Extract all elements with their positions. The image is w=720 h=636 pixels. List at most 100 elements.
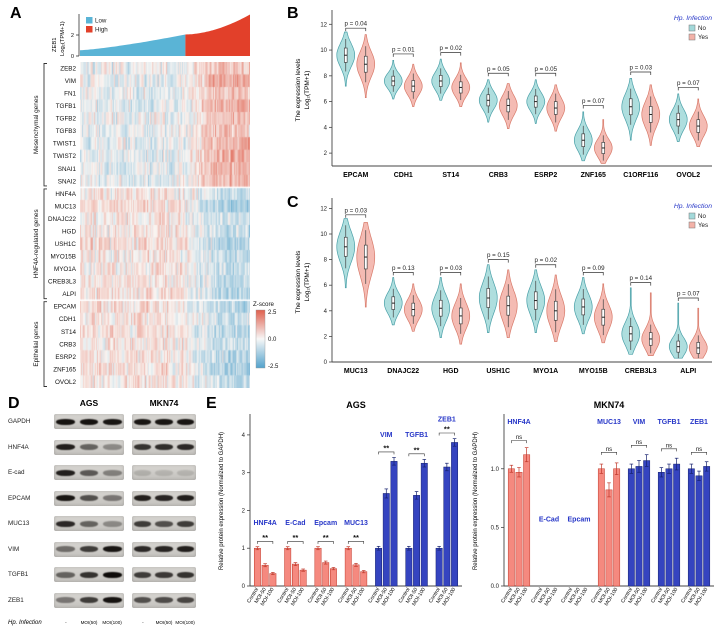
bar-E-Cad-Control <box>284 547 292 587</box>
pvalue-ALPI: p = 0.07 <box>677 291 700 298</box>
pvalue-MUC13: p = 0.03 <box>344 207 367 214</box>
sig-bracket-E-Cad <box>287 541 304 544</box>
sig-bracket-TGFB1 <box>661 448 677 452</box>
blot-band-GAPDH <box>176 418 194 425</box>
sig-bracket-HNF4A <box>257 541 274 544</box>
legend-label-Yes: Yes <box>698 34 708 41</box>
group-bracket <box>43 301 47 387</box>
pvalue-bracket-USH1C <box>487 259 509 263</box>
sig-HNF4A: ns <box>516 435 522 441</box>
blot-band-GAPDH <box>134 418 152 425</box>
zeb1-axis-label-2: Log₂(TPM+1) <box>60 21 66 56</box>
sig-MUC13: ** <box>353 533 359 542</box>
pvalue-bracket-C1ORF116 <box>630 71 652 75</box>
blot-band-EPCAM <box>155 495 173 501</box>
pvalue-HGD: p = 0.03 <box>439 265 462 272</box>
zeb1-low-area <box>80 34 186 56</box>
y-axis-label-2: Log₂(TPM+1) <box>304 71 311 110</box>
gene-row-label-ST14: ST14 <box>61 329 77 336</box>
bar-MUC13-MOI-100 <box>613 468 621 587</box>
panel-e-mkn74-chart: MKN74 0.0 0.5 1.0 Relative protein expressio… <box>473 400 714 607</box>
bar-VIM-MOI-50 <box>635 466 643 587</box>
bar-E-Cad-MOI-100 <box>299 569 307 587</box>
zscore-title: Z-score <box>253 301 275 308</box>
chart-title-AGS: AGS <box>346 400 366 410</box>
sig-bracket-VIM <box>378 451 395 455</box>
sig-bracket-Epcam <box>317 541 334 544</box>
y-tick-label: 4 <box>324 309 328 315</box>
blot-band-TGFB1 <box>155 571 173 578</box>
gene-row-label-HGD: HGD <box>62 228 76 235</box>
blot-band-ZEB1 <box>155 597 173 603</box>
pvalue-ST14: p = 0.02 <box>439 45 462 52</box>
blot-band-ZEB1 <box>79 597 99 603</box>
bar-MUC13-MOI-50 <box>352 564 360 587</box>
legend-swatch-No <box>688 212 696 220</box>
pvalue-MYO15B: p = 0.09 <box>582 265 605 272</box>
blot-EPCAM-ags <box>54 490 124 506</box>
pvalue-bracket-CREB3L3 <box>630 282 652 286</box>
y-axis-label-2: Log₂(TPM+1) <box>304 263 311 302</box>
bar-TGFB1-MOI-50 <box>413 495 421 587</box>
bar-VIM-MOI-50 <box>382 493 390 587</box>
y-tick-label: 4 <box>242 433 246 439</box>
blot-band-HNF4A <box>79 444 99 450</box>
y-tick-label: 0 <box>324 360 328 366</box>
blot-GAPDH-mkn74 <box>132 414 196 429</box>
legend-title: Hp. Infection <box>674 203 712 210</box>
zeb1-legend-swatch-High <box>86 26 93 33</box>
gene-row-label-HNF4A: HNF4A <box>55 191 76 198</box>
blot-band-GAPDH <box>155 418 173 425</box>
blot-band-ZEB1 <box>56 597 76 603</box>
panel-c-label: C <box>287 194 299 211</box>
gene-tick-EPCAM: EPCAM <box>343 172 368 179</box>
blot-band-ZEB1 <box>134 597 152 603</box>
gene-tick-CDH1: CDH1 <box>394 172 413 179</box>
zeb1-tick-label: 2 <box>71 33 74 39</box>
bar-VIM-Control <box>627 468 635 587</box>
pvalue-C1ORF116: p = 0.03 <box>629 64 652 71</box>
gene-row-label-OVOL2: OVOL2 <box>55 379 76 386</box>
blot-band-E-cad <box>79 469 99 476</box>
bar-MUC13-MOI-50 <box>605 489 613 587</box>
bar-Epcam-MOI-100 <box>330 568 337 587</box>
protein-label-TGFB1: TGFB1 <box>8 571 29 578</box>
pvalue-bracket-CRB3 <box>487 72 509 77</box>
blot-HNF4A-mkn74 <box>132 439 196 455</box>
blot-band-VIM <box>155 546 173 552</box>
blot-band-GAPDH <box>56 418 76 425</box>
blot-band-HNF4A <box>155 444 173 450</box>
sig-HNF4A: ** <box>262 533 268 542</box>
blot-band-EPCAM <box>79 495 99 501</box>
y-tick-label: 2 <box>324 151 328 157</box>
blot-band-TGFB1 <box>134 571 152 578</box>
y-tick-label: 0 <box>242 584 246 590</box>
blot-band-EPCAM <box>56 495 76 501</box>
gene-row-label-CDH1: CDH1 <box>59 316 77 323</box>
bar-HNF4A-Control <box>507 468 515 587</box>
y-tick-label: 12 <box>320 206 327 212</box>
pvalue-EPCAM: p = 0.04 <box>344 21 367 28</box>
gene-label-VIM: VIM <box>633 419 646 426</box>
bar-MUC13-MOI-100 <box>360 571 368 587</box>
gene-tick-MYO15B: MYO15B <box>579 368 608 375</box>
gene-label-Epcam: Epcam <box>314 520 337 527</box>
pvalue-bracket-MYO15B <box>582 272 604 276</box>
group-label: Mesenchymal genes <box>33 95 40 154</box>
pvalue-CRB3: p = 0.05 <box>487 66 510 73</box>
bar-TGFB1-MOI-100 <box>673 463 681 587</box>
protein-label-E-cad: E-cad <box>8 469 25 476</box>
gene-label-E-Cad: E-Cad <box>539 517 559 524</box>
gene-row-label-ESRP2: ESRP2 <box>55 354 76 361</box>
sig-bracket-ZEB1 <box>438 432 455 436</box>
pvalue-bracket-DNAJC22 <box>392 272 414 276</box>
protein-label-ZEB1: ZEB1 <box>8 596 24 604</box>
blot-band-E-cad <box>176 469 194 476</box>
y-tick-label: 1 <box>242 546 246 552</box>
group-bracket <box>43 63 47 187</box>
gene-label-E-Cad: E-Cad <box>285 520 305 527</box>
y-tick-label: 10 <box>320 232 327 238</box>
blot-VIM-mkn74 <box>132 541 196 557</box>
pvalue-bracket-MYO1A <box>535 264 557 268</box>
gene-tick-CREB3L3: CREB3L3 <box>625 368 657 375</box>
